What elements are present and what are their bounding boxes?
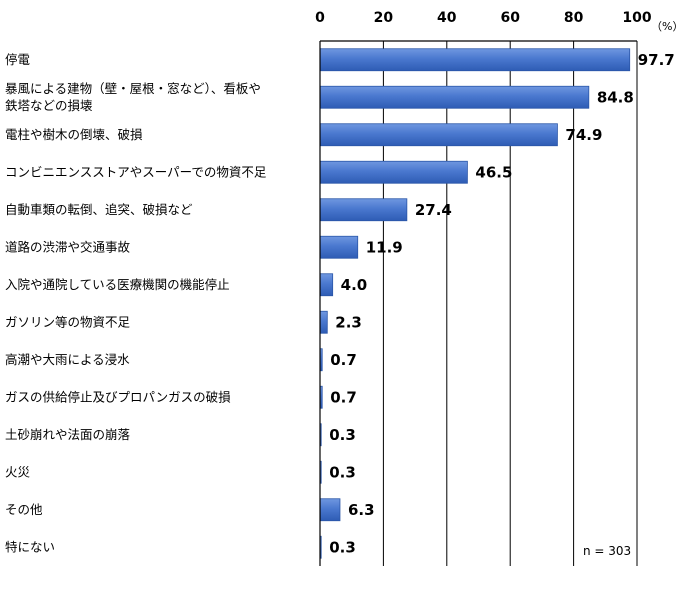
bar xyxy=(319,235,359,259)
category-label: ガソリン等の物資不足 xyxy=(5,314,131,329)
data-label: 4.0 xyxy=(341,276,368,294)
x-tick-label: 100 xyxy=(622,10,651,26)
data-label: 11.9 xyxy=(366,238,403,256)
sample-size-note: n = 303 xyxy=(583,544,631,558)
data-label: 6.3 xyxy=(348,501,375,519)
data-label: 0.3 xyxy=(329,426,356,444)
gridlines xyxy=(319,41,638,566)
bar xyxy=(319,85,590,109)
x-tick-label: 60 xyxy=(500,10,520,26)
category-label: 入院や通院している医療機関の機能停止 xyxy=(5,277,230,292)
bar xyxy=(319,198,408,222)
axes xyxy=(319,40,637,566)
category-label: 高潮や大雨による浸水 xyxy=(5,352,130,367)
bar xyxy=(319,160,468,184)
category-label: 暴風による建物（壁・屋根・窓など）、看板や xyxy=(5,81,261,96)
data-label: 84.8 xyxy=(597,88,634,106)
bar xyxy=(319,48,631,72)
data-label: 46.5 xyxy=(475,163,512,181)
x-tick-label: 20 xyxy=(374,10,394,26)
data-label: 0.3 xyxy=(329,538,356,556)
category-label: 鉄塔などの損壊 xyxy=(5,98,93,113)
data-label: 0.7 xyxy=(330,351,357,369)
bar xyxy=(319,498,341,522)
category-label: 停電 xyxy=(5,52,31,67)
category-label: その他 xyxy=(5,502,43,517)
category-label: 土砂崩れや法面の崩落 xyxy=(5,427,131,442)
category-label: 特にない xyxy=(5,539,55,554)
bar xyxy=(319,310,328,334)
data-label: 0.3 xyxy=(329,463,356,481)
category-label: 電柱や樹木の倒壊、破損 xyxy=(5,127,143,142)
category-label: 道路の渋滞や交通事故 xyxy=(5,239,131,254)
category-label: コンビニエンスストアやスーパーでの物資不足 xyxy=(5,164,267,179)
x-tick-label: 40 xyxy=(437,10,457,26)
category-label: ガスの供給停止及びプロパンガスの破損 xyxy=(5,389,231,404)
bar xyxy=(319,273,334,297)
x-tick-label: 0 xyxy=(315,10,325,26)
data-label: 27.4 xyxy=(415,201,452,219)
x-tick-label: 80 xyxy=(564,10,584,26)
category-label: 火災 xyxy=(5,464,31,479)
bar xyxy=(319,123,558,147)
data-label: 2.3 xyxy=(335,313,362,331)
data-label: 74.9 xyxy=(565,126,602,144)
category-label: 自動車類の転倒、追突、破損など xyxy=(5,202,193,217)
labels: 0 20 40 60 80 100 97.7 停電 84.8 暴風による建物（壁・屋根・窓など）、… xyxy=(5,10,675,556)
data-label: 97.7 xyxy=(638,51,675,69)
unit-label: （%） xyxy=(651,20,683,33)
data-label: 0.7 xyxy=(330,388,357,406)
